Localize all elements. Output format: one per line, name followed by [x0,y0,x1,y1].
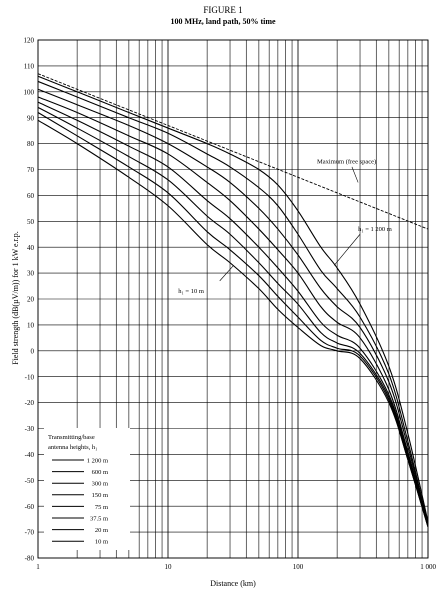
chart-series-layer [37,73,429,528]
y-tick-label: -50 [25,477,35,485]
legend-subtitle: antenna heights, h₁ [48,444,97,451]
series-line-maximum-free-space [37,73,429,230]
y-tick-label: 100 [24,88,35,96]
figure-title: FIGURE 1 [203,5,243,15]
chart-annotations: Maximum (free space) h₁ = 1 200 m h₁ = 10 … [178,159,392,296]
series-line-75-m [37,101,429,525]
annotation-leader [351,166,359,183]
y-tick-label: 60 [27,192,35,200]
legend-item: 20 m [95,527,108,534]
series-line-150-m [37,96,429,525]
annotation-leader [334,234,361,266]
legend-item: 10 m [95,539,108,546]
y-tick-label: 0 [31,347,35,355]
annotation-h1200: h₁ = 1 200 m [358,226,392,233]
x-tick-label: 1 000 [420,563,436,571]
chart-legend: Transmitting/base antenna heights, h₁ 1 20… [44,428,130,550]
series-line-37-5-m [37,106,429,525]
legend-item: 1 200 m [87,457,108,464]
y-tick-label: 90 [27,114,35,122]
series-line-300-m [37,88,429,525]
series-line-20-m [37,112,429,528]
y-tick-label: 20 [27,296,35,304]
legend-item: 300 m [92,481,108,488]
chart-tick-layer: 1201101009080706050403020100-10-20-30-40… [24,37,437,571]
y-tick-label: 30 [27,270,35,278]
y-tick-label: 50 [27,218,35,226]
y-tick-label: 40 [27,244,35,252]
y-axis-label: Field strength (dB(µV/m)) for 1 kW e.r.p… [11,231,20,365]
figure-subtitle: 100 MHz, land path, 50% time [170,17,276,26]
y-tick-label: -80 [25,555,35,563]
legend-item: 75 m [95,504,108,511]
x-axis-label: Distance (km) [210,579,256,588]
legend-title: Transmitting/base [48,434,95,441]
y-tick-label: -20 [25,399,35,407]
y-tick-label: -10 [25,373,35,381]
annotation-free-space: Maximum (free space) [317,159,376,166]
legend-item: 600 m [92,469,108,476]
y-tick-label: -70 [25,529,35,537]
x-tick-label: 10 [165,563,173,571]
y-tick-label: -40 [25,451,35,459]
legend-item: 37.5 m [90,515,108,522]
y-tick-label: 120 [24,37,35,45]
y-tick-label: 70 [27,166,35,174]
y-tick-label: 80 [27,140,35,148]
series-line-600-m [37,80,429,525]
x-tick-label: 1 [36,563,40,571]
y-tick-label: 110 [24,63,35,71]
annotation-leader [219,265,234,282]
annotation-h10: h₁ = 10 m [178,288,204,295]
plot-frame [37,39,429,559]
y-tick-label: 10 [27,322,35,330]
series-line-10-m [37,119,429,528]
legend-item: 150 m [92,492,108,499]
y-tick-label: -30 [25,425,35,433]
x-tick-label: 100 [293,563,304,571]
y-tick-label: -60 [25,503,35,511]
series-line-1-200-m [37,75,429,522]
